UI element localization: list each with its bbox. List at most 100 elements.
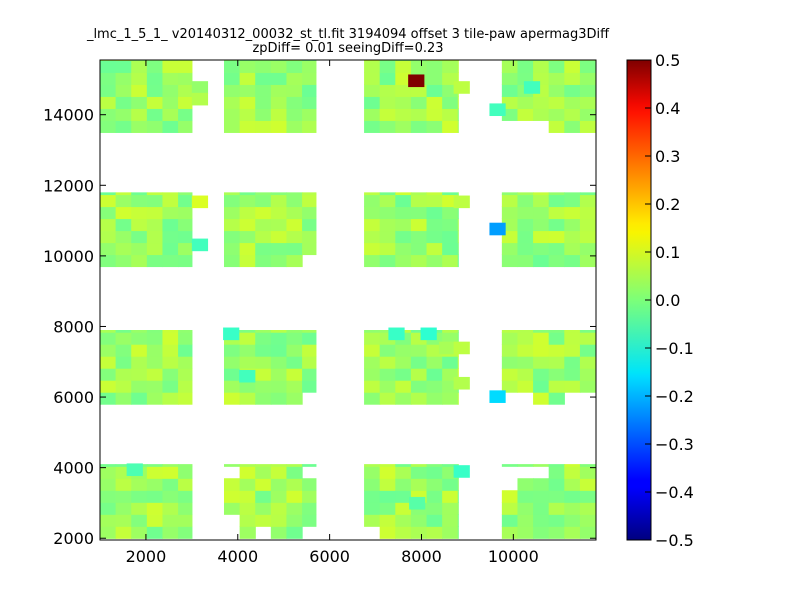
heatmap-cell <box>255 466 272 479</box>
heatmap-cell <box>270 60 288 73</box>
heatmap-cell <box>270 368 288 381</box>
heatmap-cell <box>548 380 565 393</box>
heatmap-cell-outlier <box>489 222 506 236</box>
heatmap-cell <box>146 194 164 208</box>
heatmap-cell <box>364 368 381 381</box>
heatmap-cell <box>239 72 256 85</box>
heatmap-cell <box>517 344 534 357</box>
heatmap-cell <box>178 478 193 491</box>
heatmap-cell <box>548 120 565 133</box>
heatmap-cell <box>224 84 241 97</box>
heatmap-cell <box>579 490 596 503</box>
heatmap-cell <box>579 514 596 527</box>
heatmap-cell <box>395 72 412 85</box>
heatmap-cell <box>302 194 317 208</box>
heatmap-cell <box>224 368 241 381</box>
y-tick-label: 8000 <box>53 317 94 336</box>
heatmap-cell <box>379 218 396 232</box>
heatmap-cell <box>442 242 459 256</box>
colorbar-tick-label: −0.1 <box>655 339 694 358</box>
heatmap-cell <box>501 344 519 357</box>
heatmap-cell <box>579 72 596 85</box>
heatmap-cell <box>533 380 550 393</box>
heatmap-cell <box>379 392 396 405</box>
heatmap-cell <box>131 218 148 232</box>
heatmap-cell <box>457 478 459 491</box>
heatmap-cell <box>364 466 381 479</box>
heatmap-cell <box>302 356 317 369</box>
heatmap-cell-outlier <box>523 81 541 94</box>
heatmap-cell <box>501 96 519 109</box>
heatmap-cell <box>255 230 272 244</box>
heatmap-cell <box>564 478 581 491</box>
heatmap-cell <box>115 194 132 208</box>
heatmap-cell <box>115 96 132 109</box>
heatmap-cell <box>115 478 132 491</box>
heatmap-cell <box>395 84 412 97</box>
heatmap-cell <box>395 218 412 232</box>
heatmap-cell <box>270 478 288 491</box>
heatmap-cell <box>162 194 179 208</box>
heatmap-cell <box>162 478 179 491</box>
heatmap-cell <box>426 242 443 256</box>
heatmap-cell <box>501 254 519 268</box>
heatmap-cell <box>579 526 596 539</box>
colorbar-tick-label: 0.1 <box>655 243 680 262</box>
heatmap-cell <box>255 380 272 393</box>
heatmap-cell <box>442 490 459 503</box>
heatmap-cell <box>146 192 164 196</box>
heatmap-cell <box>379 84 396 97</box>
heatmap-cell <box>270 254 288 268</box>
axes: 2000 4000 6000 8000 10000 2000 4000 6000 8000 100… <box>43 60 596 566</box>
heatmap-cell <box>302 344 317 357</box>
heatmap-cell <box>364 514 381 527</box>
heatmap-cell <box>131 96 148 109</box>
heatmap-cell <box>442 502 459 515</box>
heatmap-cell <box>115 242 132 256</box>
heatmap-cell <box>224 502 241 515</box>
heatmap-cell <box>239 108 256 121</box>
heatmap-cell-outlier <box>388 327 405 341</box>
heatmap-cell <box>255 206 272 220</box>
heatmap-cell <box>517 526 534 539</box>
heatmap-cell <box>364 502 381 515</box>
heatmap-cell <box>379 192 396 196</box>
heatmap-cell <box>100 230 117 244</box>
heatmap-cell <box>286 254 303 268</box>
heatmap-cell-outlier <box>420 327 437 341</box>
heatmap-cell <box>395 466 412 479</box>
heatmap-cell <box>426 368 443 381</box>
heatmap-cell <box>162 356 179 369</box>
heatmap-cell <box>100 72 117 85</box>
heatmap-cell <box>286 490 303 503</box>
heatmap-cell <box>131 514 148 527</box>
heatmap-cell <box>564 356 581 369</box>
heatmap-cell <box>395 526 412 539</box>
heatmap-cell <box>115 108 132 121</box>
heatmap-cell <box>286 478 303 491</box>
heatmap-cell <box>270 332 288 345</box>
heatmap-cell <box>100 502 117 515</box>
heatmap-cell <box>239 218 256 232</box>
heatmap-cell <box>548 490 565 503</box>
heatmap-cell <box>501 514 519 527</box>
heatmap-cell <box>115 344 132 357</box>
heatmap-cell <box>302 330 317 333</box>
heatmap-cell <box>131 254 148 268</box>
heatmap-cell <box>564 230 581 244</box>
heatmap-cell <box>224 96 241 109</box>
heatmap-cell <box>457 72 459 85</box>
heatmap-cell <box>564 490 581 503</box>
heatmap-cell <box>255 194 272 208</box>
heatmap-cell <box>426 230 443 244</box>
heatmap-cell <box>239 526 256 539</box>
heatmap-cell <box>131 502 148 515</box>
heatmap-cell <box>410 192 428 196</box>
heatmap-cell <box>131 120 148 133</box>
heatmap-cell <box>364 242 381 256</box>
heatmap-cell <box>255 464 272 467</box>
heatmap-cell <box>302 502 317 515</box>
heatmap-cell <box>548 330 565 333</box>
heatmap-cell <box>239 344 256 357</box>
